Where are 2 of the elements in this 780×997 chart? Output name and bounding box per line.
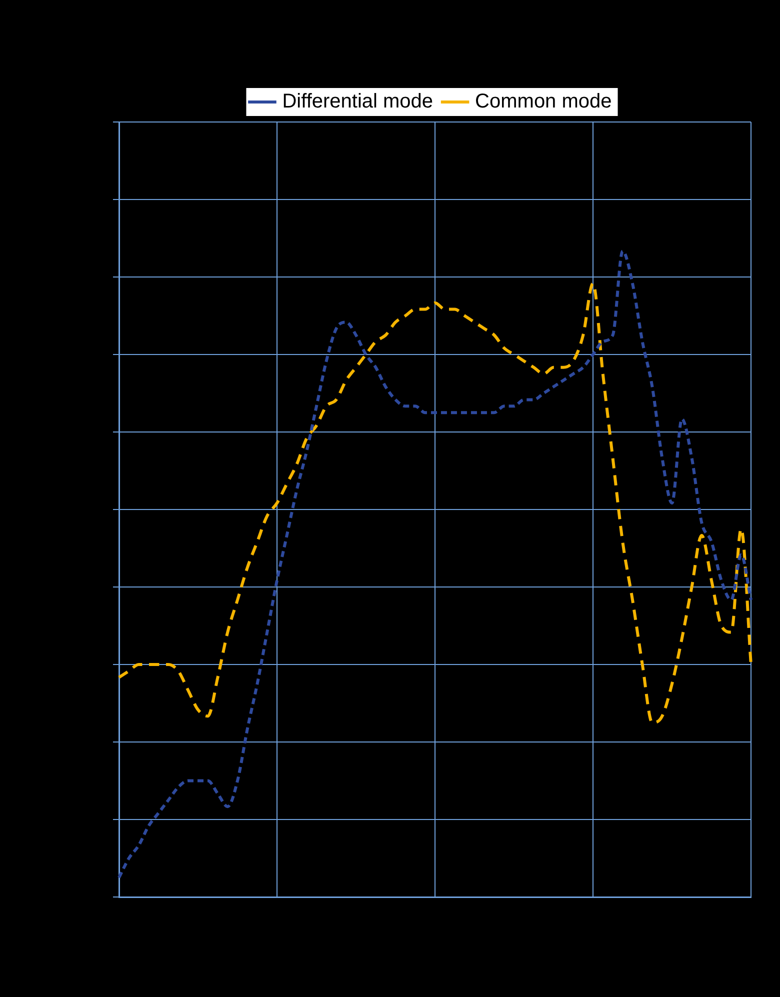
legend-label: Common mode (475, 90, 612, 113)
legend-label: Differential mode (282, 90, 434, 113)
